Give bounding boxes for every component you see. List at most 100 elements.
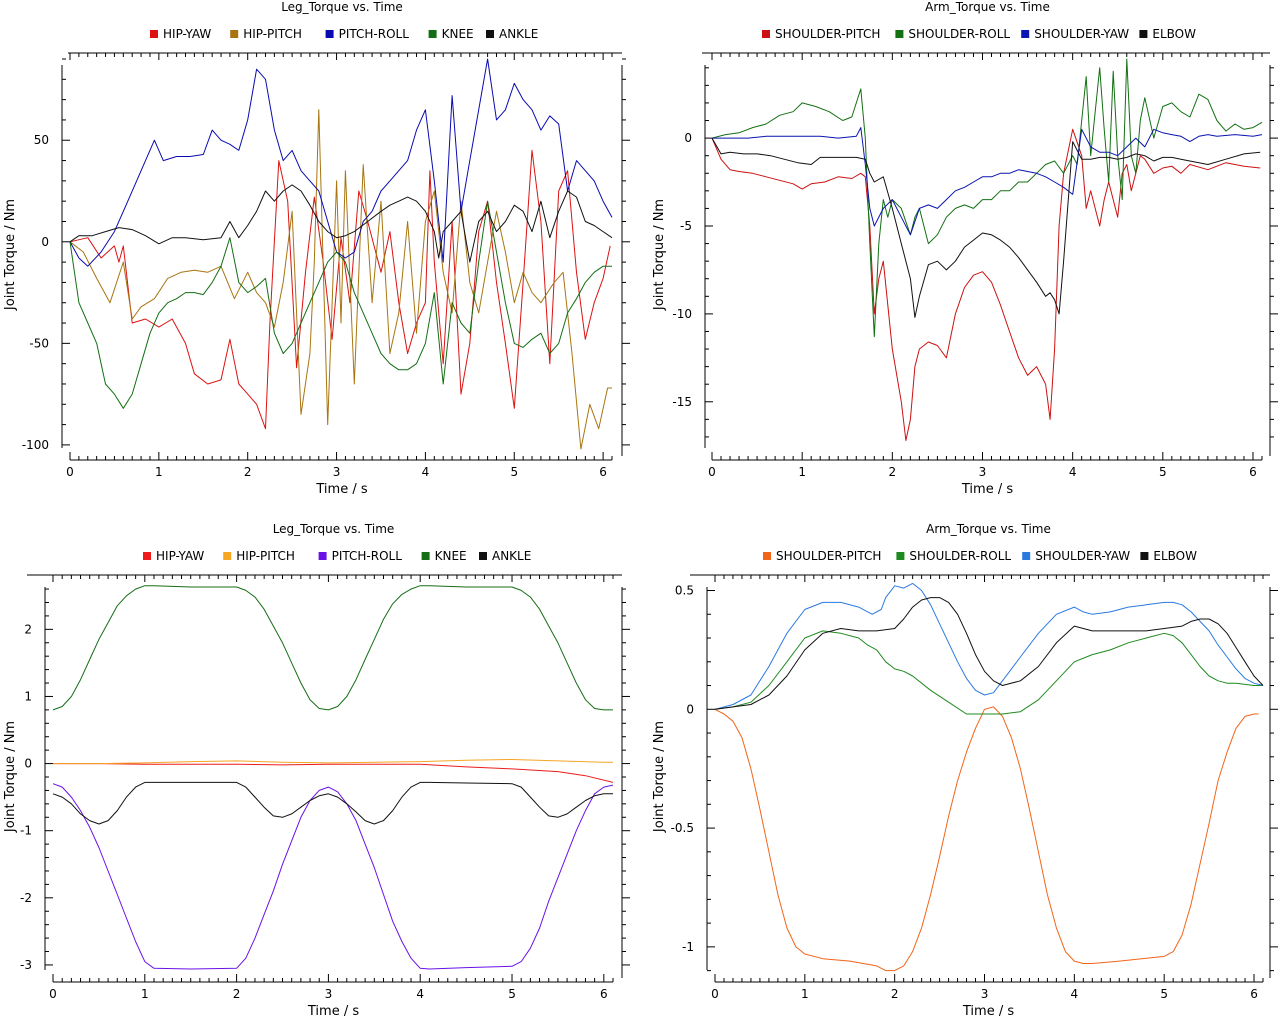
chart-title: Arm_Torque vs. Time <box>926 522 1051 536</box>
series-line-pitch-roll <box>52 783 614 970</box>
legend-label-shoulder-pitch: SHOULDER-PITCH <box>776 549 881 563</box>
legend-swatch-shoulder-yaw <box>1022 552 1031 560</box>
x-tick-label: 1 <box>798 465 806 479</box>
series-line-shoulder-yaw <box>712 127 1263 236</box>
series-line-knee <box>69 200 612 409</box>
y-tick-label: 2 <box>24 622 32 636</box>
x-tick-label: 1 <box>155 465 163 479</box>
legend-label-hip-pitch: HIP-PITCH <box>236 549 295 563</box>
legend-swatch-hip-pitch <box>230 30 239 38</box>
series-line-knee <box>52 585 613 711</box>
x-tick-label: 4 <box>1071 987 1079 1001</box>
series-line-shoulder-pitch <box>714 706 1259 972</box>
y-tick-label: 1 <box>24 689 32 703</box>
x-tick-label: 0 <box>49 987 57 1001</box>
legend-label-hip-yaw: HIP-YAW <box>163 27 211 41</box>
legend-label-ankle: ANKLE <box>492 549 531 563</box>
y-tick-label: -2 <box>20 891 32 905</box>
chart-title: Arm_Torque vs. Time <box>925 0 1050 14</box>
legend-swatch-shoulder-yaw <box>1021 30 1030 38</box>
y-tick-label: 0 <box>686 702 694 716</box>
y-tick-label: -0.5 <box>671 821 694 835</box>
series-line-hip-yaw <box>69 149 611 430</box>
series-line-shoulder-yaw <box>714 582 1264 710</box>
legend-swatch-pitch-roll <box>325 30 334 38</box>
y-tick-label: -10 <box>672 307 692 321</box>
legend-label-pitch-roll: PITCH-ROLL <box>339 27 410 41</box>
legend-swatch-shoulder-roll <box>895 30 904 38</box>
series-line-elbow <box>714 597 1264 710</box>
x-tick-label: 0 <box>66 465 74 479</box>
legend-label-hip-pitch: HIP-PITCH <box>243 27 302 41</box>
x-axis-label: Time / s <box>961 482 1013 497</box>
series-line-elbow <box>711 137 1261 318</box>
x-tick-label: 3 <box>325 987 333 1001</box>
series-line-hip-yaw <box>53 763 614 783</box>
y-tick-label: -3 <box>20 958 32 972</box>
series-line-hip-pitch <box>53 759 613 765</box>
series-line-shoulder-pitch <box>711 128 1261 441</box>
legend-label-knee: KNEE <box>435 549 467 563</box>
series-line-ankle <box>52 781 613 825</box>
legend-label-knee: KNEE <box>442 27 474 41</box>
y-tick-label: 0 <box>684 131 692 145</box>
x-tick-label: 3 <box>979 465 987 479</box>
legend-label-ankle: ANKLE <box>499 27 538 41</box>
legend-swatch-knee <box>421 552 430 560</box>
legend-swatch-ankle <box>486 30 494 38</box>
x-tick-label: 6 <box>599 465 607 479</box>
x-axis-label: Time / s <box>315 482 367 497</box>
y-tick-label: -50 <box>29 336 49 350</box>
x-tick-label: 3 <box>981 987 989 1001</box>
legend-swatch-ankle <box>479 552 487 560</box>
x-tick-label: 0 <box>711 987 719 1001</box>
series-line-ankle <box>69 184 613 263</box>
x-tick-label: 2 <box>233 987 241 1001</box>
legend-label-shoulder-roll: SHOULDER-ROLL <box>908 27 1010 41</box>
chart-panel-arm-torque-top: Arm_Torque vs. Time SHOULDER-PITCH SHOULDE… <box>652 0 1278 497</box>
legend-label-shoulder-yaw: SHOULDER-YAW <box>1035 549 1130 563</box>
legend-label-elbow: ELBOW <box>1153 549 1197 563</box>
y-tick-label: -1 <box>20 824 32 838</box>
x-tick-label: 6 <box>1249 465 1257 479</box>
y-tick-label: 0 <box>24 757 32 771</box>
x-tick-label: 4 <box>1069 465 1077 479</box>
x-tick-label: 5 <box>510 465 518 479</box>
legend-swatch-hip-yaw <box>150 30 158 38</box>
legend-swatch-shoulder-pitch <box>762 30 770 38</box>
y-tick-label: 50 <box>34 133 49 147</box>
x-tick-label: 3 <box>333 465 341 479</box>
x-tick-label: 2 <box>889 465 897 479</box>
legend-swatch-shoulder-pitch <box>763 552 771 560</box>
x-tick-label: 5 <box>1160 987 1168 1001</box>
x-tick-label: 1 <box>141 987 149 1001</box>
x-tick-label: 2 <box>244 465 252 479</box>
legend-swatch-pitch-roll <box>318 552 327 560</box>
series-line-shoulder-roll <box>711 58 1263 338</box>
series-line-hip-pitch <box>69 109 612 450</box>
y-tick-label: 0.5 <box>675 584 694 598</box>
legend-swatch-knee <box>428 30 437 38</box>
y-axis-label: Joint Torque / Nm <box>652 721 667 833</box>
legend-label-shoulder-pitch: SHOULDER-PITCH <box>775 27 880 41</box>
chart-title: Leg_Torque vs. Time <box>273 522 395 536</box>
legend-swatch-elbow <box>1139 30 1148 38</box>
x-tick-label: 6 <box>1250 987 1258 1001</box>
chart-panel-arm-torque-bottom: Arm_Torque vs. Time SHOULDER-PITCH SHOULDE… <box>652 522 1278 1019</box>
chart-panel-leg-torque-top: Leg_Torque vs. Time HIP-YAW HIP-PITCH PITCH… <box>3 0 630 497</box>
legend-swatch-hip-pitch <box>223 552 232 560</box>
legend-swatch-shoulder-roll <box>896 552 905 560</box>
y-tick-label: -100 <box>22 438 49 452</box>
x-tick-label: 2 <box>891 987 899 1001</box>
x-axis-label: Time / s <box>307 1004 359 1019</box>
y-tick-label: -15 <box>672 395 692 409</box>
x-tick-label: 4 <box>422 465 430 479</box>
legend-label-elbow: ELBOW <box>1152 27 1196 41</box>
y-tick-label: -5 <box>680 219 692 233</box>
x-tick-label: 5 <box>508 987 516 1001</box>
series-line-pitch-roll <box>69 58 613 267</box>
x-axis-label: Time / s <box>962 1004 1014 1019</box>
x-tick-label: 5 <box>1159 465 1167 479</box>
y-tick-label: -1 <box>682 940 694 954</box>
